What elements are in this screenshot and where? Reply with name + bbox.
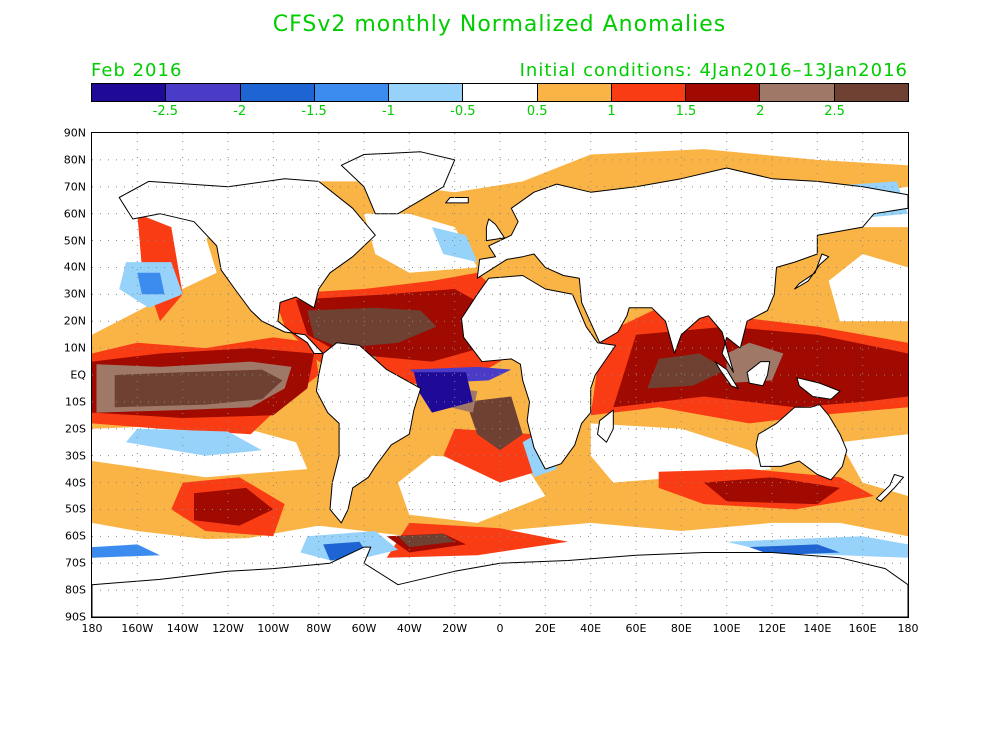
colorbar-segment xyxy=(611,84,687,101)
continent-uk xyxy=(485,218,505,242)
anomaly-region-darkbrown xyxy=(307,307,437,349)
chart-title: CFSv2 monthly Normalized Anomalies xyxy=(272,12,727,37)
continent-new-zealand xyxy=(875,474,904,502)
colorbar-tick-label: 2 xyxy=(756,104,765,119)
latitude-tick-label: EQ xyxy=(70,368,86,382)
continent-north-america xyxy=(118,178,376,354)
continent-new-guinea xyxy=(796,377,841,400)
colorbar-segment xyxy=(240,84,315,101)
latitude-tick-label: 80S xyxy=(65,583,86,597)
anomaly-region-darkbrown xyxy=(647,353,727,389)
continent-japan xyxy=(794,253,830,290)
longitude-tick-label: 60E xyxy=(625,622,647,635)
longitude-tick-label: 40E xyxy=(580,622,602,635)
colorbar-tick-label: -2.5 xyxy=(152,104,179,119)
longitude-tick-label: 100W xyxy=(257,622,290,635)
anomaly-region-darkbrown xyxy=(114,369,283,408)
latitude-tick-label: 70S xyxy=(65,556,86,570)
longitude-tick-label: 0 xyxy=(496,622,504,635)
latitude-tick-label: 30S xyxy=(65,449,86,463)
colorbar-tick-label: 0.5 xyxy=(526,104,548,119)
colorbar-labels: -2.5 -2 -1.5 -1 -0.5 0.5 1 1.5 2 2.5 xyxy=(91,104,909,120)
latitude-tick-label: 90N xyxy=(63,126,86,140)
colorbar-tick-label: 1 xyxy=(607,104,616,119)
colorbar xyxy=(91,83,909,102)
colorbar-segment xyxy=(463,84,538,101)
anomaly-region-negative xyxy=(432,227,478,263)
colorbar-segment xyxy=(834,84,908,101)
continent-south-america xyxy=(315,342,422,524)
colorbar-segment xyxy=(92,84,167,101)
colorbar-tick-label: 2.5 xyxy=(824,104,845,119)
colorbar-segment xyxy=(389,84,464,101)
latitude-tick-label: 10S xyxy=(65,395,86,409)
colorbar-segment xyxy=(537,84,612,101)
latitude-tick-label: 50S xyxy=(65,502,86,516)
colorbar-segment xyxy=(760,84,835,101)
latitude-tick-label: 80N xyxy=(63,153,86,167)
longitude-tick-label: 20W xyxy=(442,622,468,635)
longitude-tick-label: 180 xyxy=(81,622,103,635)
longitude-tick-label: 120E xyxy=(758,622,786,635)
anomaly-region-negative xyxy=(413,372,473,413)
latitude-tick-label: 60N xyxy=(63,207,86,221)
continent-sumatra xyxy=(714,361,739,389)
neutral-region xyxy=(840,434,908,496)
anomaly-region-darkred xyxy=(194,487,274,526)
anomaly-region-red xyxy=(443,428,546,483)
continent-greenland xyxy=(340,151,456,215)
longitude-tick-label: 140W xyxy=(166,622,199,635)
neutral-region xyxy=(828,254,908,322)
longitude-tick-label: 160E xyxy=(848,622,877,635)
colorbar-tick-label: -1 xyxy=(381,104,395,119)
continent-africa xyxy=(461,275,617,470)
latitude-tick-label: 40N xyxy=(63,260,86,274)
colorbar-tick-label: -0.5 xyxy=(450,104,476,119)
longitude-tick-label: 140E xyxy=(803,622,832,635)
latitude-tick-label: 60S xyxy=(65,529,86,543)
anomaly-region-darkbrown xyxy=(398,533,455,548)
valid-month-label: Feb 2016 xyxy=(91,60,183,81)
longitude-tick-label: 120W xyxy=(212,622,244,635)
longitude-tick-label: 80W xyxy=(306,622,332,635)
continent-madagascar xyxy=(597,409,614,443)
latitude-tick-label: 20S xyxy=(65,422,86,436)
longitude-tick-label: 60W xyxy=(351,622,377,635)
continent-eurasia xyxy=(476,167,908,373)
continent-indonesia-borneo xyxy=(746,361,771,387)
colorbar-tick-label: -1.5 xyxy=(301,104,327,119)
colorbar-segment xyxy=(314,84,390,101)
latitude-tick-label: 10N xyxy=(63,341,86,355)
continent-australia xyxy=(755,404,848,481)
anomaly-region-darkred xyxy=(704,477,840,505)
latitude-tick-label: 40S xyxy=(65,476,86,490)
latitude-tick-label: 20N xyxy=(63,314,86,328)
neutral-region xyxy=(92,208,183,246)
longitude-tick-label: 20E xyxy=(534,622,556,635)
longitude-tick-label: 80E xyxy=(670,622,692,635)
latitude-tick-label: 90S xyxy=(65,610,86,624)
anomaly-region-negative xyxy=(126,428,262,456)
colorbar-segment xyxy=(686,84,761,101)
anomaly-map-svg xyxy=(92,133,908,617)
latitude-tick-label: 30N xyxy=(63,287,86,301)
colorbar-segment xyxy=(166,84,241,101)
anomaly-region-darkbrown xyxy=(466,396,523,451)
longitude-tick-label: 40W xyxy=(396,622,422,635)
anomaly-region-brown xyxy=(726,342,784,384)
colorbar-tick-label: -2 xyxy=(233,104,247,119)
longitude-tick-label: 100E xyxy=(712,622,741,635)
continent-iceland xyxy=(445,197,469,204)
neutral-region xyxy=(364,213,478,273)
initial-conditions-label: Initial conditions: 4Jan2016–13Jan2016 xyxy=(519,60,908,81)
latitude-tick-label: 50N xyxy=(63,234,86,248)
longitude-tick-label: 180 xyxy=(897,622,919,635)
anomaly-region-negative xyxy=(92,544,160,558)
colorbar-tick-label: 1.5 xyxy=(675,104,697,119)
anomaly-region-negative xyxy=(137,272,165,295)
longitude-tick-label: 160W xyxy=(121,622,154,635)
anomaly-map xyxy=(91,132,909,618)
latitude-tick-label: 70N xyxy=(63,180,86,194)
